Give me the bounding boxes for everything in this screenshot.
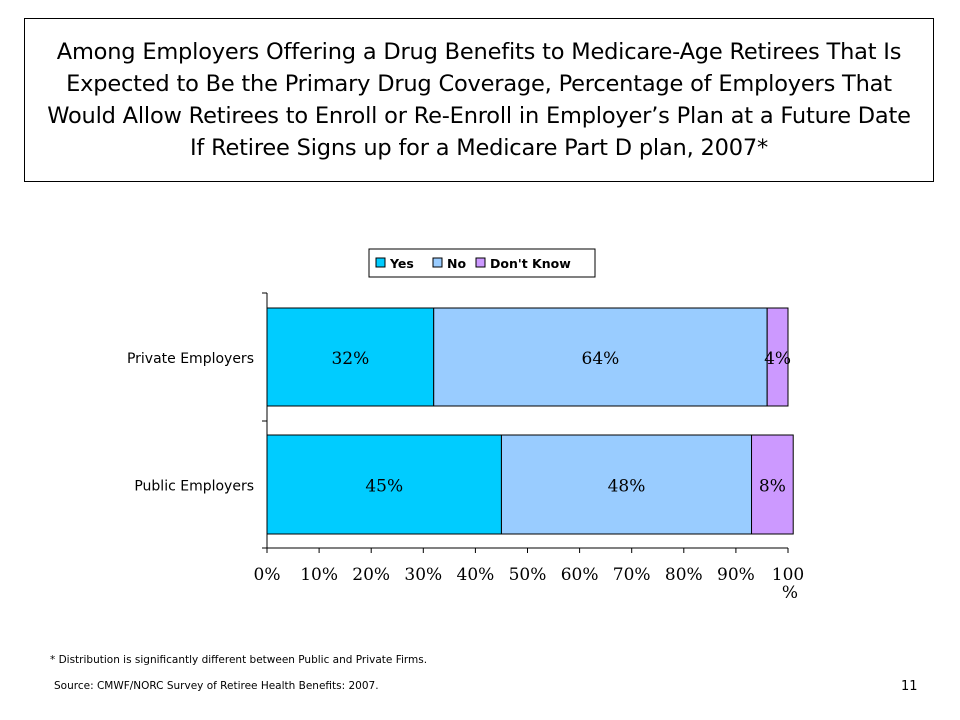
legend-swatch-3 — [475, 257, 486, 268]
data-label-1-2: 64% — [582, 349, 620, 369]
x-tick-label-11: 100% — [772, 565, 804, 603]
x-tick-label-2: 10% — [300, 565, 338, 585]
stacked-bar-chart: Yes No Don't Know 32% 64% 4% Private Employers… — [127, 248, 804, 603]
category-label-1: Private Employers — [127, 351, 254, 367]
legend-label-2: No — [447, 256, 466, 271]
bar-1-2 — [433, 307, 768, 407]
data-label-1-1: 32% — [331, 349, 369, 369]
legend-label-1: Yes — [389, 256, 414, 271]
slide-title: Among Employers Offering a Drug Benefits… — [47, 39, 911, 161]
bar-1-1 — [266, 307, 435, 407]
bar-2-3 — [751, 434, 794, 535]
x-tick-label-6: 50% — [509, 565, 547, 585]
bar-2-1 — [266, 434, 502, 535]
x-tick-label-3: 20% — [352, 565, 390, 585]
legend-label-3: Don't Know — [490, 256, 571, 271]
page-number: 11 — [901, 679, 918, 694]
bar-1-3 — [766, 307, 789, 407]
x-tick-label-5: 40% — [457, 565, 495, 585]
data-label-2-3: 8% — [759, 477, 786, 497]
x-tick-label-9: 80% — [665, 565, 703, 585]
x-tick-label-1: 0% — [254, 565, 281, 585]
x-tick-label-10: 90% — [717, 565, 755, 585]
bar-2-2 — [500, 434, 753, 535]
title-box: Among Employers Offering a Drug Benefits… — [24, 18, 934, 182]
data-label-2-1: 45% — [365, 477, 403, 497]
data-label-1-3: 4% — [764, 349, 791, 369]
x-tick-label-8: 70% — [613, 565, 651, 585]
footnote: * Distribution is significantly differen… — [50, 654, 428, 666]
legend-swatch-1 — [375, 257, 386, 268]
x-tick-label-4: 30% — [404, 565, 442, 585]
legend-swatch-2 — [432, 257, 443, 268]
data-label-2-2: 48% — [608, 477, 646, 497]
source-note: Source: CMWF/NORC Survey of Retiree Heal… — [54, 680, 379, 692]
x-tick-label-7: 60% — [561, 565, 599, 585]
category-label-2: Public Employers — [134, 479, 254, 495]
